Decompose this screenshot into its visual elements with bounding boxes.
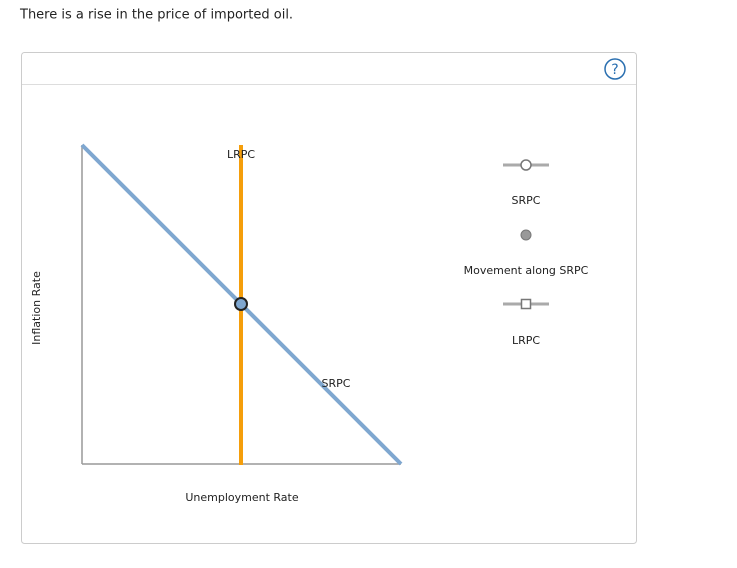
- equilibrium-point[interactable]: [234, 297, 248, 311]
- help-icon[interactable]: [604, 58, 626, 80]
- palette-label[interactable]: Movement along SRPC: [464, 264, 589, 277]
- help-button[interactable]: ?: [604, 58, 626, 80]
- palette-label[interactable]: LRPC: [512, 334, 540, 347]
- palette-circle[interactable]: [520, 159, 532, 171]
- lrpc-label: LRPC: [227, 148, 255, 161]
- question: There is a rise in the price of imported…: [19, 8, 293, 23]
- palette-lrpc[interactable]: LRPC: [503, 298, 549, 348]
- x-axis-label: Unemployment Rate: [185, 491, 299, 504]
- graph-panel: [21, 52, 637, 544]
- palette-srpc[interactable]: SRPC: [503, 159, 549, 207]
- palette-movement[interactable]: Movement along SRPC: [464, 229, 589, 277]
- y-axis-label: Inflation Rate: [30, 271, 43, 345]
- palette-label[interactable]: SRPC: [512, 194, 541, 207]
- palette-square[interactable]: [520, 298, 532, 310]
- help-text[interactable]: ?: [611, 62, 618, 78]
- palette-dot[interactable]: [520, 229, 532, 241]
- srpc-label: SRPC: [322, 377, 351, 390]
